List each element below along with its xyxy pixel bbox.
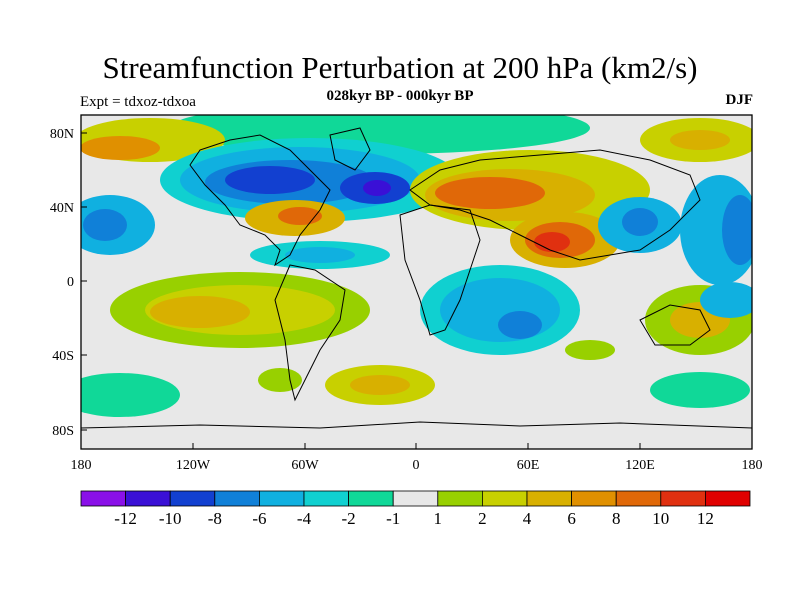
colorbar-label: -10: [159, 509, 182, 528]
lat-tick-label: 80S: [52, 424, 74, 439]
longitude-axis: 180 120W 60W 0 60E 120E 180: [71, 443, 763, 473]
map-panel: [80, 114, 753, 450]
contour-region: [225, 166, 315, 194]
contour-region: [81, 136, 160, 160]
contour-region: [363, 180, 391, 196]
contour-region: [565, 340, 615, 360]
lon-tick-label: 180: [71, 458, 92, 473]
antarctica-coast: [81, 421, 752, 429]
greenland-coast: [329, 127, 371, 171]
contour-region: [498, 311, 542, 339]
lon-tick-label: 60E: [517, 458, 540, 473]
experiment-label: Expt = tdxoz-tdxoa: [80, 94, 196, 110]
lat-tick-label: 0: [67, 275, 74, 290]
colorbar-label: -6: [252, 509, 266, 528]
contour-region: [650, 372, 750, 408]
colorbar-swatch: [392, 490, 439, 507]
north-america-coast: [189, 134, 331, 267]
colorbar-label: 10: [652, 509, 669, 528]
colorbar-swatch: [169, 490, 216, 507]
contour-region: [350, 375, 410, 395]
colorbar-swatch: [481, 490, 528, 507]
colorbar-swatch: [80, 490, 126, 507]
colorbar-swatch: [125, 490, 171, 507]
colorbar-swatch: [705, 490, 751, 507]
contour-region: [285, 247, 355, 263]
south-america-coast: [274, 264, 346, 402]
colorbar-label: 12: [697, 509, 714, 528]
contour-region: [722, 195, 752, 265]
colorbar: -12 -10 -8 -6 -4 -2 -1 1 2 4 6 8 10 12: [80, 490, 751, 528]
colorbar-swatch: [660, 490, 706, 507]
colorbar-swatch: [214, 490, 260, 507]
colorbar-label: -1: [386, 509, 400, 528]
lon-tick-label: 0: [413, 458, 420, 473]
contour-region: [700, 282, 752, 318]
colorbar-swatch: [615, 490, 662, 507]
australia-coast: [639, 304, 711, 346]
colorbar-swatch: [571, 490, 617, 507]
colorbar-label: -12: [114, 509, 137, 528]
coastlines: [81, 127, 752, 429]
lon-tick-label: 120W: [176, 458, 211, 473]
colorbar-swatch: [258, 490, 305, 507]
map-title: Streamfunction Perturbation at 200 hPa (…: [102, 50, 698, 85]
lat-tick-label: 80N: [50, 127, 74, 142]
africa-coast: [399, 204, 481, 336]
contour-region: [622, 208, 658, 236]
contour-region: [440, 278, 560, 342]
colorbar-label: -2: [342, 509, 356, 528]
contour-region: [670, 130, 730, 150]
colorbar-swatch: [526, 490, 572, 507]
eurasia-coast: [409, 149, 701, 261]
colorbar-swatch: [303, 490, 349, 507]
lon-tick-label: 60W: [291, 458, 319, 473]
contour-region: [258, 368, 302, 392]
colorbar-label: -4: [297, 509, 312, 528]
colorbar-label: -8: [208, 509, 222, 528]
map-subtitle: 028kyr BP - 000kyr BP: [326, 88, 474, 104]
colorbar-label: 4: [523, 509, 532, 528]
colorbar-label: 2: [478, 509, 487, 528]
lat-tick-label: 40N: [50, 201, 74, 216]
lon-tick-label: 180: [742, 458, 763, 473]
colorbar-label: 6: [567, 509, 576, 528]
lat-tick-label: 40S: [52, 349, 74, 364]
contour-region: [534, 232, 570, 252]
contour-region: [150, 296, 250, 328]
latitude-axis: 80N 40N 0 40S 80S: [50, 127, 87, 439]
contour-region: [435, 177, 545, 209]
colorbar-label: 1: [434, 509, 443, 528]
colorbar-label: 8: [612, 509, 621, 528]
contour-region: [83, 209, 127, 241]
lon-tick-label: 120E: [625, 458, 655, 473]
contour-region: [81, 373, 180, 417]
colorbar-swatch: [348, 490, 394, 507]
season-label: DJF: [725, 92, 754, 108]
colorbar-swatch: [437, 490, 483, 507]
